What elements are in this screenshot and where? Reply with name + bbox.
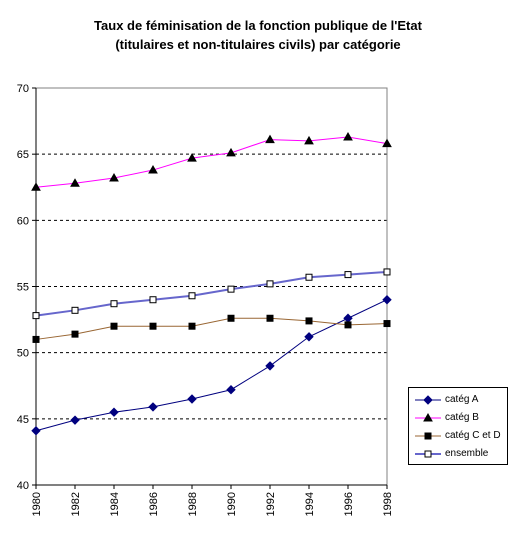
legend-swatch — [415, 395, 441, 405]
series-3 — [32, 268, 391, 320]
legend-label: catég A — [445, 394, 479, 405]
axes: 40 45 50 55 60 65 70 1980 1982 1984 1986 1988 1990 19… — [17, 83, 394, 516]
series-1 — [31, 131, 392, 191]
gridlines — [36, 153, 387, 420]
chart-subtitle: (titulaires et non-titulaires civils) pa… — [115, 37, 400, 52]
legend-marker — [423, 412, 433, 422]
data-point — [383, 320, 391, 328]
data-point — [304, 135, 314, 145]
legend-swatch — [415, 432, 441, 440]
legend-marker — [424, 450, 432, 458]
data-point — [187, 153, 197, 162]
data-point — [383, 268, 391, 276]
legend-entry-0: catég A — [415, 392, 507, 408]
data-point — [148, 165, 158, 174]
data-point — [226, 385, 236, 395]
data-point — [266, 314, 274, 322]
chart-title: Taux de féminisation de la fonction publ… — [94, 18, 423, 33]
data-point — [110, 300, 118, 308]
y-tick-label: 65 — [17, 149, 29, 161]
data-point — [304, 332, 314, 342]
data-point — [343, 131, 353, 141]
legend-label: catég C et D — [445, 430, 501, 441]
data-point — [109, 407, 119, 417]
series-0 — [31, 295, 392, 436]
data-point — [32, 335, 40, 343]
data-point — [70, 178, 80, 187]
data-point — [227, 285, 235, 293]
data-point — [149, 296, 157, 304]
data-point — [32, 312, 40, 320]
legend-swatch — [415, 412, 441, 422]
data-point — [188, 292, 196, 300]
y-tick-label: 60 — [17, 215, 29, 227]
y-tick-label: 50 — [17, 348, 29, 360]
legend: catég A catég B catég C et D ensemble — [408, 387, 508, 465]
data-point — [31, 182, 41, 191]
data-point — [71, 306, 79, 314]
data-point — [344, 271, 352, 279]
x-tick-label: 1984 — [109, 492, 121, 516]
series-line-2 — [35, 317, 388, 340]
data-point — [343, 313, 353, 323]
data-point — [265, 361, 275, 371]
series-2 — [32, 314, 391, 343]
data-point — [31, 426, 41, 436]
data-point — [109, 172, 119, 182]
legend-label: ensemble — [445, 448, 489, 459]
series-line-0 — [35, 299, 388, 432]
legend-entry-3: ensemble — [415, 446, 507, 462]
x-tick-label: 1980 — [31, 492, 43, 516]
x-tick-label: 1988 — [187, 492, 199, 516]
y-tick-label: 40 — [17, 480, 29, 492]
data-point — [266, 280, 274, 288]
legend-marker — [423, 395, 433, 405]
x-tick-label: 1996 — [343, 492, 355, 516]
x-tick-label: 1992 — [265, 492, 277, 516]
x-tick-label: 1986 — [148, 492, 160, 516]
x-tick-label: 1982 — [70, 492, 82, 516]
y-tick-label: 55 — [17, 282, 29, 294]
x-tick-label: 1994 — [304, 492, 316, 516]
series-line-3 — [35, 270, 388, 317]
data-point — [265, 134, 275, 144]
legend-label: catég B — [445, 412, 479, 423]
y-tick-label: 70 — [17, 83, 29, 95]
data-point — [227, 314, 235, 322]
data-point — [187, 394, 197, 404]
x-tick-label: 1998 — [382, 492, 394, 516]
series-lines — [31, 131, 392, 436]
y-tick-label: 45 — [17, 414, 29, 426]
data-point — [226, 147, 236, 157]
data-point — [71, 330, 79, 338]
data-point — [70, 415, 80, 425]
legend-entry-1: catég B — [415, 410, 507, 426]
data-point — [148, 402, 158, 412]
data-point — [305, 317, 313, 325]
series-line-1 — [35, 136, 388, 188]
data-point — [149, 322, 157, 330]
legend-entry-2: catég C et D — [415, 428, 507, 444]
data-point — [382, 138, 392, 148]
data-point — [110, 322, 118, 330]
x-tick-label: 1990 — [226, 492, 238, 516]
data-point — [188, 322, 196, 330]
data-point — [344, 321, 352, 329]
legend-marker — [424, 432, 432, 440]
data-point — [382, 295, 392, 305]
legend-swatch — [415, 450, 441, 458]
data-point — [305, 273, 313, 281]
